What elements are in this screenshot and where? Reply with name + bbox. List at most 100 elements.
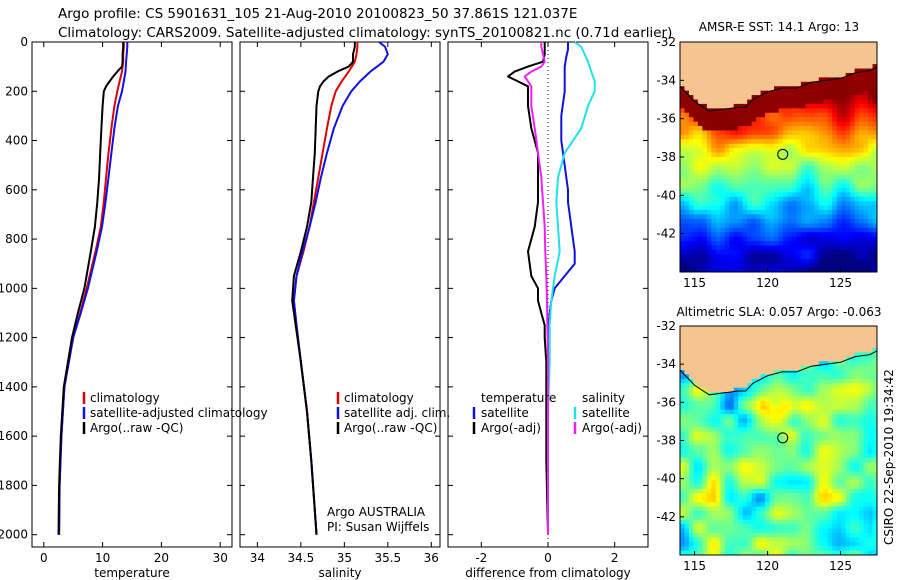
heatmap-cell bbox=[800, 236, 806, 242]
heatmap-cell bbox=[859, 143, 865, 149]
heatmap-cell bbox=[711, 488, 717, 494]
heatmap-cell bbox=[742, 519, 748, 525]
heatmap-cell bbox=[733, 458, 739, 464]
heatmap-cell bbox=[850, 196, 856, 202]
heatmap-cell bbox=[760, 348, 766, 354]
heatmap-cell bbox=[868, 241, 874, 247]
heatmap-cell bbox=[706, 148, 712, 154]
heatmap-cell bbox=[729, 72, 735, 78]
heatmap-cell bbox=[684, 348, 690, 354]
heatmap-cell bbox=[742, 449, 748, 455]
heatmap-cell bbox=[720, 103, 726, 109]
heatmap-cell bbox=[765, 458, 771, 464]
heatmap-cell bbox=[729, 348, 735, 354]
heatmap-cell bbox=[747, 374, 753, 380]
heatmap-cell bbox=[680, 546, 686, 552]
heatmap-cell bbox=[859, 339, 865, 345]
heatmap-cell bbox=[805, 245, 811, 251]
heatmap-cell bbox=[809, 343, 815, 349]
heatmap-cell bbox=[684, 108, 690, 114]
heatmap-cell bbox=[693, 532, 699, 538]
heatmap-cell bbox=[711, 326, 717, 331]
heatmap-cell bbox=[697, 475, 703, 481]
heatmap-cell bbox=[791, 165, 798, 171]
heatmap-cell bbox=[747, 515, 753, 521]
heatmap-cell bbox=[688, 440, 695, 446]
heatmap-cell bbox=[697, 387, 703, 393]
heatmap-cell bbox=[868, 488, 874, 494]
heatmap-cell bbox=[680, 148, 686, 154]
heatmap-cell bbox=[724, 134, 730, 140]
heatmap-cell bbox=[868, 414, 874, 420]
heatmap-cell bbox=[778, 232, 784, 238]
heatmap-cell bbox=[738, 458, 744, 464]
heatmap-cell bbox=[863, 99, 869, 105]
heatmap-cell bbox=[805, 126, 811, 132]
heatmap-cell bbox=[836, 497, 842, 503]
heatmap-cell bbox=[787, 480, 793, 486]
heatmap-cell bbox=[706, 210, 712, 216]
heatmap-cell bbox=[688, 484, 695, 490]
heatmap-cell bbox=[782, 157, 789, 163]
heatmap-cell bbox=[836, 488, 842, 494]
heatmap-cell bbox=[809, 50, 815, 56]
heatmap-cell bbox=[693, 139, 699, 145]
heatmap-cell bbox=[742, 352, 748, 358]
heatmap-cell bbox=[729, 374, 735, 380]
heatmap-cell bbox=[751, 161, 757, 167]
heatmap-cell bbox=[868, 326, 874, 331]
heatmap-cell bbox=[791, 148, 798, 154]
heatmap-cell bbox=[836, 95, 842, 101]
heatmap-cell bbox=[774, 532, 780, 538]
heatmap-cell bbox=[774, 370, 780, 376]
heatmap-cell bbox=[738, 210, 744, 216]
heatmap-cell bbox=[823, 165, 829, 171]
heatmap-cell bbox=[733, 218, 739, 224]
heatmap-cell bbox=[693, 506, 699, 512]
heatmap-cell bbox=[774, 130, 780, 136]
heatmap-cell bbox=[836, 462, 842, 468]
heatmap-cell bbox=[720, 392, 726, 398]
heatmap-cell bbox=[872, 59, 877, 65]
heatmap-cell bbox=[841, 484, 847, 490]
heatmap-cell bbox=[756, 528, 762, 534]
heatmap-cell bbox=[814, 112, 820, 118]
heatmap-cell bbox=[854, 148, 860, 154]
heatmap-cell bbox=[823, 546, 829, 552]
y-tick-label: -40 bbox=[656, 472, 676, 486]
heatmap-cell bbox=[715, 528, 721, 534]
heatmap-cell bbox=[729, 227, 735, 233]
heatmap-cell bbox=[774, 409, 780, 415]
heatmap-cell bbox=[791, 249, 798, 255]
heatmap-cell bbox=[715, 515, 721, 521]
heatmap-cell bbox=[818, 254, 824, 260]
heatmap-cell bbox=[845, 418, 851, 424]
heatmap-cell bbox=[765, 64, 771, 70]
heatmap-cell bbox=[787, 528, 793, 534]
heatmap-cell bbox=[854, 431, 860, 437]
heatmap-cell bbox=[720, 108, 726, 114]
heatmap-cell bbox=[747, 400, 753, 406]
heatmap-cell bbox=[832, 170, 838, 176]
heatmap-cell bbox=[688, 108, 695, 114]
heatmap-cell bbox=[827, 326, 833, 331]
heatmap-cell bbox=[711, 546, 717, 552]
heatmap-cell bbox=[697, 326, 703, 331]
heatmap-cell bbox=[791, 95, 798, 101]
heatmap-cell bbox=[769, 453, 775, 459]
heatmap-cell bbox=[702, 152, 708, 158]
heatmap-cell bbox=[760, 392, 766, 398]
heatmap-cell bbox=[733, 392, 739, 398]
heatmap-cell bbox=[814, 187, 820, 193]
heatmap-cell bbox=[796, 227, 802, 233]
heatmap-cell bbox=[863, 484, 869, 490]
heatmap-cell bbox=[845, 361, 851, 367]
heatmap-cell bbox=[738, 392, 744, 398]
heatmap-cell bbox=[769, 458, 775, 464]
heatmap-cell bbox=[836, 528, 842, 534]
heatmap-cell bbox=[868, 117, 874, 123]
heatmap-cell bbox=[827, 210, 833, 216]
heatmap-cell bbox=[738, 546, 744, 552]
heatmap-cell bbox=[850, 46, 856, 52]
heatmap-cell bbox=[769, 546, 775, 552]
